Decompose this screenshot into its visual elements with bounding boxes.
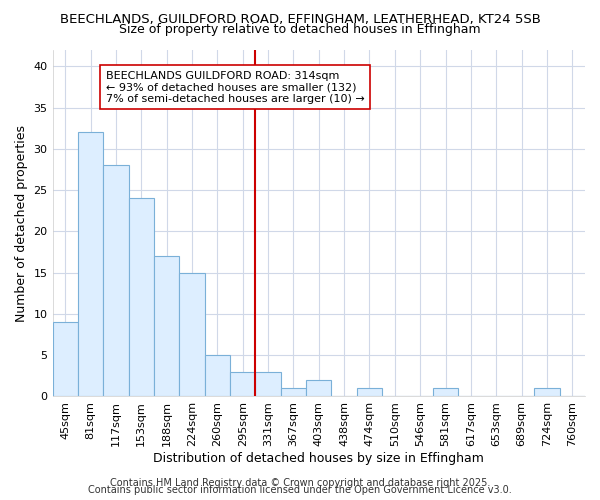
X-axis label: Distribution of detached houses by size in Effingham: Distribution of detached houses by size … — [154, 452, 484, 465]
Bar — [154, 256, 179, 396]
Bar — [357, 388, 382, 396]
Bar — [433, 388, 458, 396]
Bar — [53, 322, 78, 396]
Bar — [103, 166, 128, 396]
Text: Contains HM Land Registry data © Crown copyright and database right 2025.: Contains HM Land Registry data © Crown c… — [110, 478, 490, 488]
Y-axis label: Number of detached properties: Number of detached properties — [15, 124, 28, 322]
Text: Contains public sector information licensed under the Open Government Licence v3: Contains public sector information licen… — [88, 485, 512, 495]
Bar — [281, 388, 306, 396]
Bar — [230, 372, 256, 396]
Bar — [256, 372, 281, 396]
Bar — [205, 355, 230, 397]
Bar — [128, 198, 154, 396]
Bar — [179, 272, 205, 396]
Bar — [78, 132, 103, 396]
Text: BEECHLANDS GUILDFORD ROAD: 314sqm
← 93% of detached houses are smaller (132)
7% : BEECHLANDS GUILDFORD ROAD: 314sqm ← 93% … — [106, 70, 365, 104]
Text: BEECHLANDS, GUILDFORD ROAD, EFFINGHAM, LEATHERHEAD, KT24 5SB: BEECHLANDS, GUILDFORD ROAD, EFFINGHAM, L… — [59, 12, 541, 26]
Text: Size of property relative to detached houses in Effingham: Size of property relative to detached ho… — [119, 22, 481, 36]
Bar — [534, 388, 560, 396]
Bar — [306, 380, 331, 396]
